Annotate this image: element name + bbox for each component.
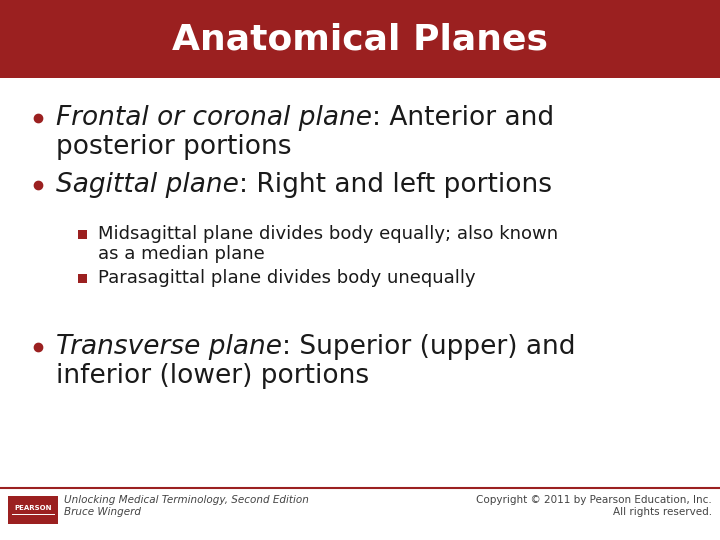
- Text: : Right and left portions: : Right and left portions: [239, 172, 552, 198]
- Text: Transverse plane: Transverse plane: [56, 334, 282, 360]
- Text: All rights reserved.: All rights reserved.: [613, 507, 712, 517]
- Text: PEARSON: PEARSON: [14, 505, 52, 511]
- Bar: [8, 496, 58, 524]
- Text: Frontal or coronal plane: Frontal or coronal plane: [56, 105, 372, 131]
- Text: posterior portions: posterior portions: [56, 134, 292, 160]
- Text: Bruce Wingerd: Bruce Wingerd: [64, 507, 141, 517]
- Text: as a median plane: as a median plane: [98, 245, 265, 263]
- Text: Sagittal plane: Sagittal plane: [56, 172, 239, 198]
- Text: Unlocking Medical Terminology, Second Edition: Unlocking Medical Terminology, Second Ed…: [64, 495, 309, 505]
- Bar: [78, 273, 86, 282]
- Bar: [78, 230, 86, 239]
- Bar: [0, 0, 720, 78]
- Text: inferior (lower) portions: inferior (lower) portions: [56, 363, 369, 389]
- Text: : Superior (upper) and: : Superior (upper) and: [282, 334, 575, 360]
- Text: Copyright © 2011 by Pearson Education, Inc.: Copyright © 2011 by Pearson Education, I…: [476, 495, 712, 505]
- Text: Midsagittal plane divides body equally; also known: Midsagittal plane divides body equally; …: [98, 225, 558, 243]
- Text: : Anterior and: : Anterior and: [372, 105, 554, 131]
- Text: Anatomical Planes: Anatomical Planes: [172, 22, 548, 56]
- Text: Parasagittal plane divides body unequally: Parasagittal plane divides body unequall…: [98, 269, 476, 287]
